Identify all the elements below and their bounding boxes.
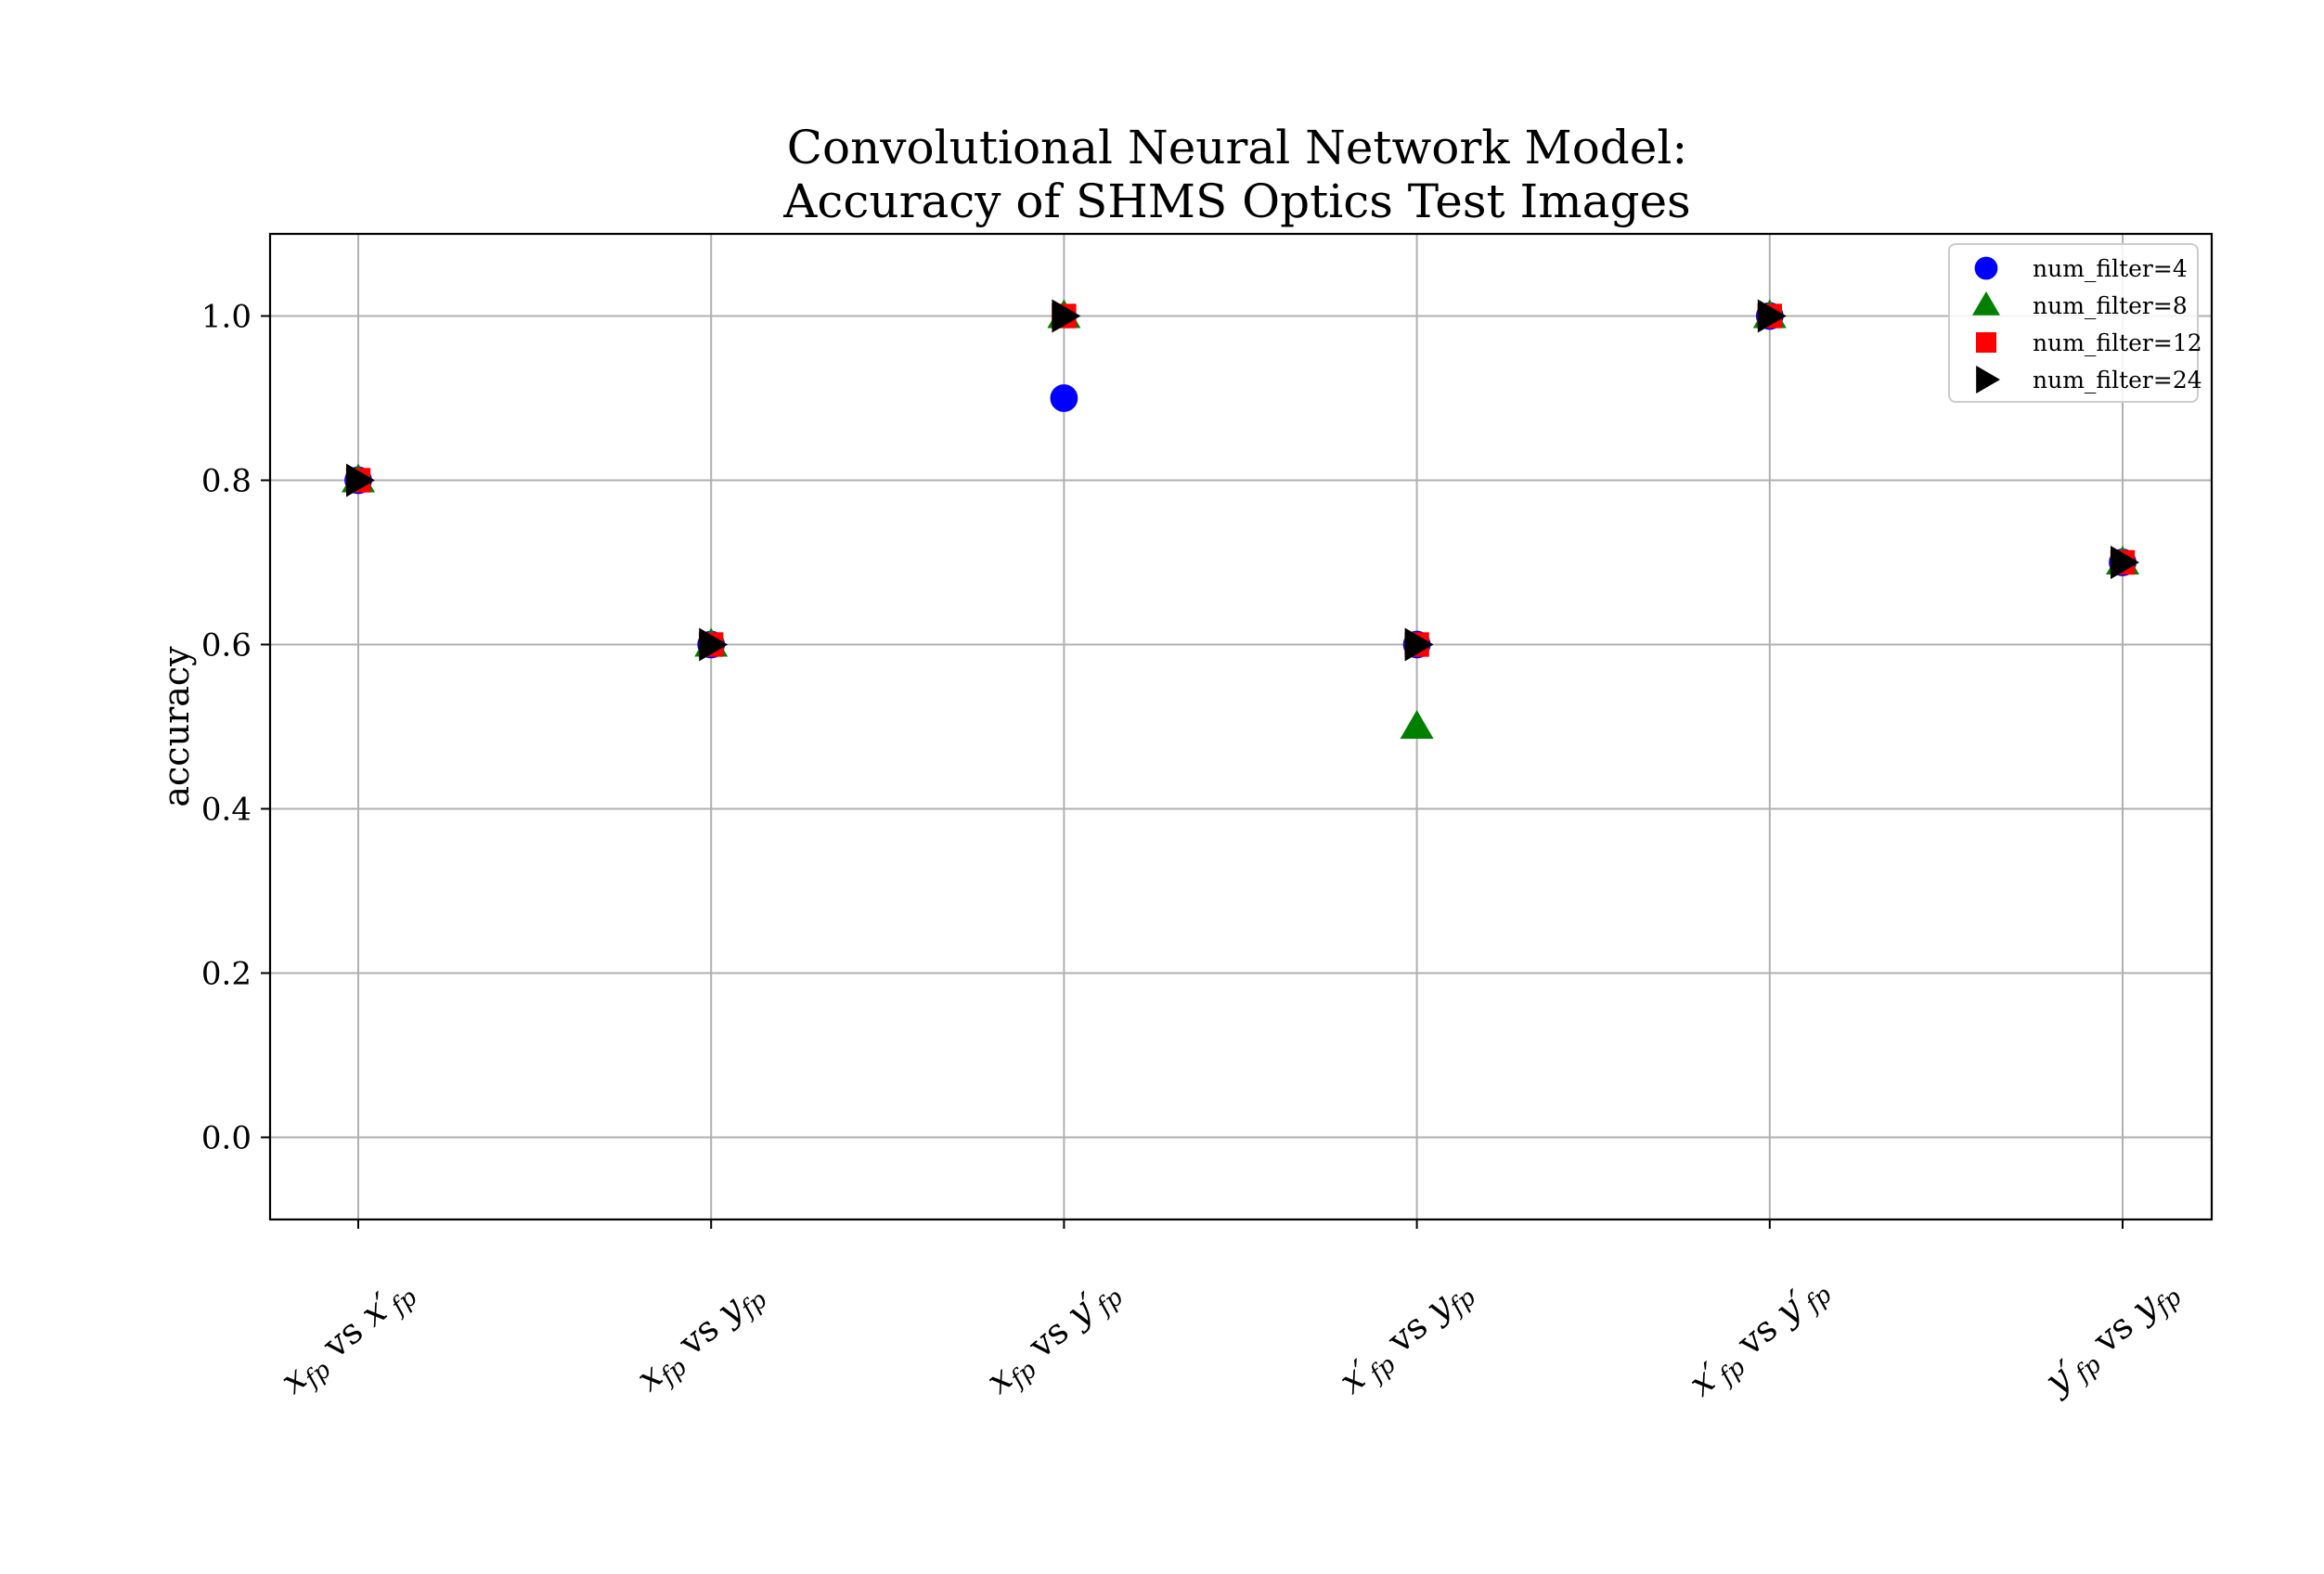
data-point-series-4 [346, 463, 375, 497]
chart-title-line-1: Convolutional Neural Network Model: [787, 121, 1687, 174]
legend-label-series-4: num_filter=24 [2033, 367, 2202, 394]
legend-frame [1948, 243, 2199, 403]
y-axis-label: accuracy [156, 646, 197, 807]
data-point-series-4 [699, 627, 729, 662]
data-point-series-1 [1050, 384, 1078, 412]
data-point-series-4 [1404, 627, 1434, 662]
chart-title-line-2: Accuracy of SHMS Optics Test Images [782, 174, 1690, 228]
y-tick-label: 0.2 [201, 956, 252, 993]
data-markers [342, 299, 2139, 739]
plot-area-frame [268, 232, 2214, 1221]
legend-label-series-3: num_filter=12 [2033, 329, 2202, 356]
y-tick-label: 0.6 [201, 627, 252, 664]
data-point-series-4 [1052, 299, 1081, 333]
legend-marker-series-1 [1974, 256, 1998, 280]
legend-label-series-1: num_filter=4 [2033, 255, 2188, 282]
data-point-series-4 [1757, 299, 1787, 333]
legend-marker-series-3 [1976, 332, 1996, 353]
legend-label-series-2: num_filter=8 [2033, 292, 2188, 319]
y-tick-label: 0.4 [201, 792, 252, 829]
y-tick-label: 0.0 [201, 1120, 252, 1157]
y-axis-ticks: 0.0 0.2 0.4 0.6 0.8 1.0 [201, 299, 270, 1157]
data-point-series-4 [2111, 546, 2139, 579]
data-point-series-2 [1400, 710, 1434, 739]
chart-title: Convolutional Neural Network Model: Accu… [782, 121, 1690, 228]
legend-marker-series-2 [1972, 291, 2000, 316]
y-tick-label: 0.8 [201, 463, 252, 500]
y-tick-label: 1.0 [201, 299, 252, 336]
legend-marker-series-4 [1976, 366, 2000, 394]
legend: num_filter=4 num_filter=8 num_filter=12num… [1948, 243, 2202, 403]
